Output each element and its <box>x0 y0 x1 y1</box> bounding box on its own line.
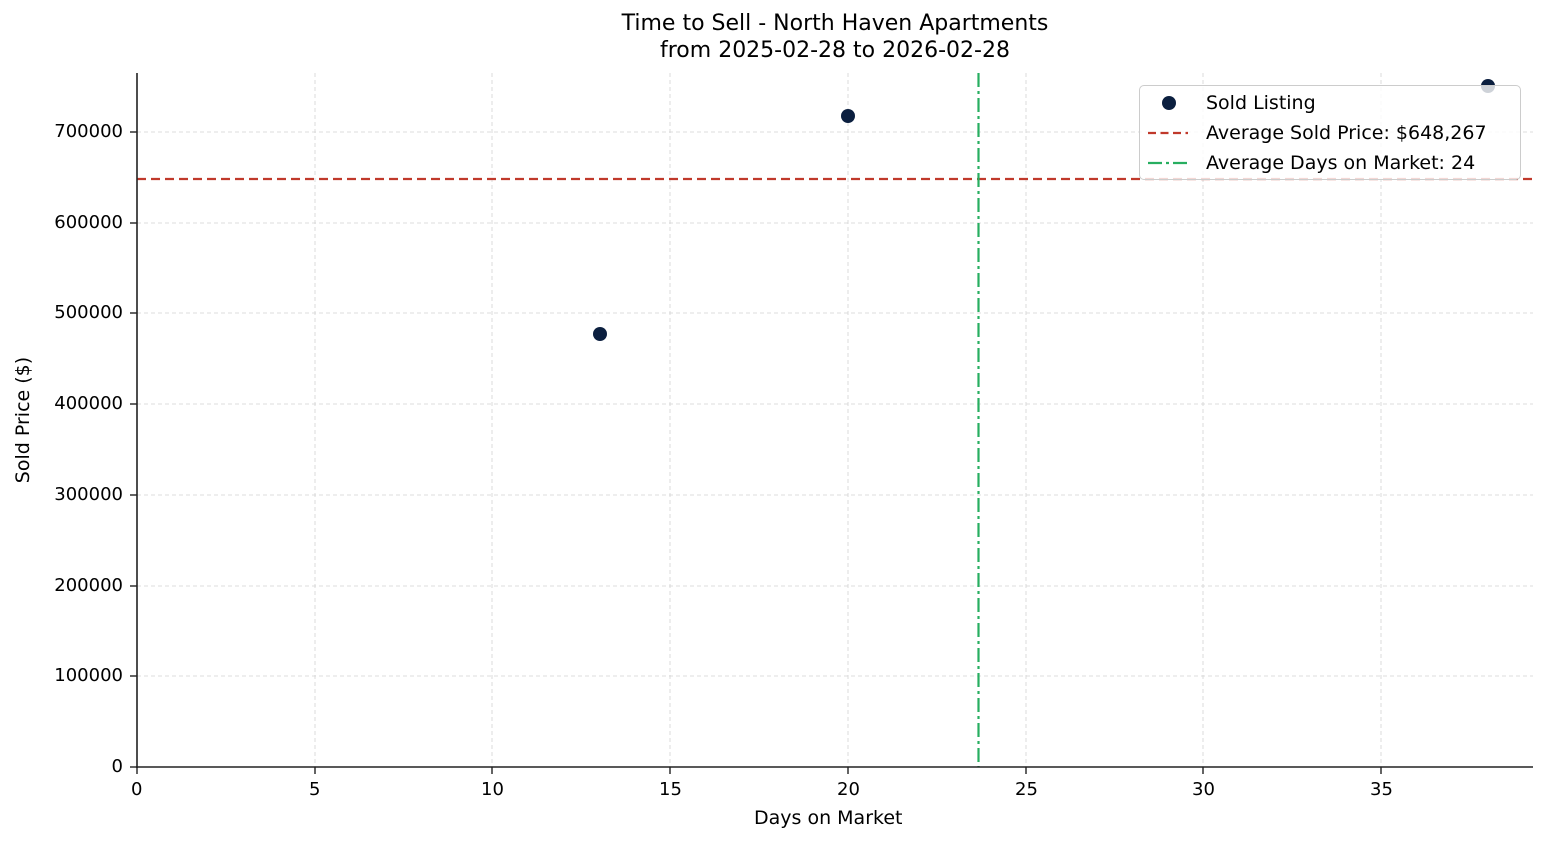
y-tick-label: 700000 <box>54 121 123 142</box>
dashed-line-icon <box>1148 131 1188 135</box>
dashdot-line-icon <box>1148 161 1188 165</box>
x-tick-label: 20 <box>837 779 860 800</box>
y-ticks <box>130 131 137 768</box>
x-tick-label: 10 <box>481 779 504 800</box>
legend-item-average-days: Average Days on Market: 24 <box>1140 151 1520 175</box>
x-tick-label: 0 <box>131 779 143 800</box>
legend-label: Sold Listing <box>1206 92 1316 114</box>
legend-label: Average Days on Market: 24 <box>1206 152 1476 174</box>
legend-label: Average Sold Price: $648,267 <box>1206 122 1487 144</box>
x-tick-label: 15 <box>659 779 682 800</box>
x-gridlines <box>314 73 1382 767</box>
scatter-marker-icon <box>1162 96 1176 110</box>
legend-item-average-price: Average Sold Price: $648,267 <box>1140 121 1520 145</box>
x-axis-label: Days on Market <box>754 807 903 829</box>
y-tick-label: 100000 <box>54 665 123 686</box>
y-tick-label: 300000 <box>54 484 123 505</box>
legend-item-sold-listing: Sold Listing <box>1140 91 1520 115</box>
y-gridlines <box>137 131 1533 677</box>
data-point[interactable] <box>841 109 855 123</box>
y-tick-label: 400000 <box>54 393 123 414</box>
y-axis-label: Sold Price ($) <box>12 356 34 484</box>
x-ticks <box>136 767 1382 774</box>
x-tick-label: 5 <box>309 779 321 800</box>
x-tick-label: 35 <box>1370 779 1393 800</box>
chart-title: Time to Sell - North Haven Apartments fr… <box>0 11 1547 63</box>
chart-title-line1: Time to Sell - North Haven Apartments <box>621 11 1049 36</box>
y-tick-label: 500000 <box>54 302 123 323</box>
x-tick-label: 30 <box>1192 779 1215 800</box>
y-tick-label: 200000 <box>54 575 123 596</box>
x-tick-label: 25 <box>1015 779 1038 800</box>
data-point[interactable] <box>593 327 607 341</box>
y-tick-label: 600000 <box>54 212 123 233</box>
legend: Sold Listing Average Sold Price: $648,26… <box>1139 85 1521 180</box>
chart-subtitle: from 2025-02-28 to 2026-02-28 <box>660 38 1010 63</box>
y-tick-label: 0 <box>111 756 123 777</box>
